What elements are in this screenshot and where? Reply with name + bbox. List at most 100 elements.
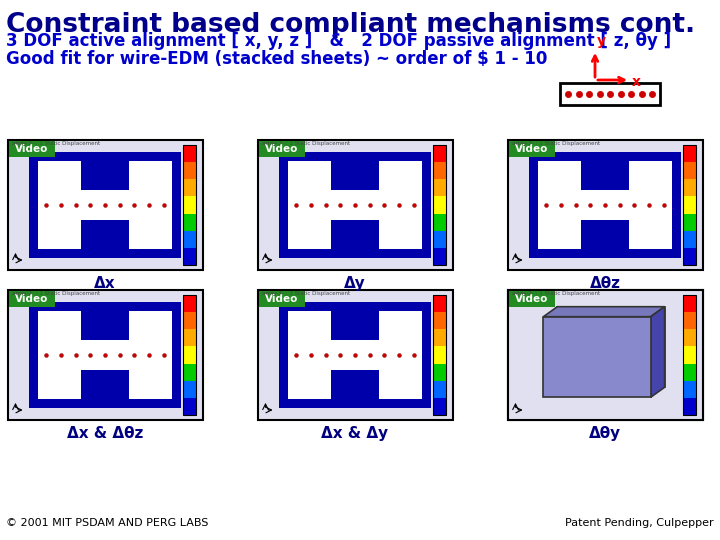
Bar	[182, 162, 196, 179]
Bar	[557, 307, 665, 387]
Polygon shape	[651, 307, 665, 397]
Bar	[683, 312, 696, 329]
Bar	[683, 398, 696, 415]
Text: Constraint based compliant mechanisms cont.: Constraint based compliant mechanisms co…	[6, 12, 695, 38]
Bar	[683, 197, 696, 214]
Bar	[683, 381, 696, 398]
Bar	[433, 231, 446, 248]
Bar	[508, 290, 703, 420]
Text: Δx & Δθz: Δx & Δθz	[67, 426, 143, 441]
Bar	[182, 381, 196, 398]
Bar	[629, 217, 672, 249]
Text: array-2- : 1 Static Displacement: array-2- : 1 Static Displacement	[513, 291, 600, 296]
Bar	[379, 217, 422, 249]
Bar	[29, 152, 181, 258]
Bar	[433, 248, 446, 265]
Text: Δθy: Δθy	[589, 426, 621, 441]
Bar	[433, 197, 446, 214]
Text: Patent Pending, Culpepper: Patent Pending, Culpepper	[565, 518, 714, 528]
Bar	[279, 302, 431, 408]
Bar	[683, 295, 696, 312]
Text: Δx: Δx	[94, 276, 116, 291]
Bar	[629, 161, 672, 193]
Bar	[683, 145, 696, 162]
Bar	[182, 312, 196, 329]
Bar	[538, 161, 580, 193]
Text: Δy: Δy	[344, 276, 366, 291]
Text: array-2- : 1 Static Displacement: array-2- : 1 Static Displacement	[263, 141, 351, 146]
Bar	[433, 347, 446, 363]
Bar	[683, 248, 696, 265]
Bar	[433, 363, 446, 381]
Bar	[38, 161, 81, 193]
Bar	[379, 161, 422, 193]
Bar	[29, 302, 181, 408]
Bar	[433, 381, 446, 398]
Bar	[433, 295, 446, 415]
Bar	[433, 398, 446, 415]
Bar	[130, 367, 172, 399]
Bar	[683, 145, 696, 265]
Text: y: y	[597, 34, 606, 48]
Bar	[683, 179, 696, 197]
Bar	[683, 363, 696, 381]
Bar	[182, 214, 196, 231]
Bar	[508, 141, 554, 157]
Text: Δx & Δy: Δx & Δy	[321, 426, 389, 441]
Bar	[288, 311, 330, 343]
Bar	[182, 248, 196, 265]
Bar	[130, 217, 172, 249]
Bar	[379, 367, 422, 399]
Bar	[433, 329, 446, 347]
Text: array-2- : 1 Static Displacement: array-2- : 1 Static Displacement	[513, 141, 600, 146]
Bar	[508, 291, 554, 307]
Bar	[182, 231, 196, 248]
Bar	[7, 290, 202, 420]
Bar	[683, 162, 696, 179]
Bar	[182, 145, 196, 265]
Bar	[182, 295, 196, 415]
Bar	[130, 161, 172, 193]
Bar	[508, 140, 703, 270]
Bar	[683, 347, 696, 363]
Bar	[433, 295, 446, 312]
Bar	[508, 290, 703, 420]
Text: Video: Video	[265, 294, 298, 304]
Bar	[38, 311, 81, 343]
Text: 3 DOF active alignment [ x, y, z ]   &   2 DOF passive alignment [ z, θy ]: 3 DOF active alignment [ x, y, z ] & 2 D…	[6, 32, 671, 50]
Text: Good fit for wire-EDM (stacked sheets) ~ order of $ 1 - 10: Good fit for wire-EDM (stacked sheets) ~…	[6, 50, 547, 68]
Bar	[288, 190, 422, 220]
Bar	[9, 141, 55, 157]
Bar	[182, 363, 196, 381]
Bar	[38, 190, 172, 220]
Bar	[38, 340, 172, 370]
Text: Video: Video	[515, 144, 548, 154]
Polygon shape	[544, 307, 665, 316]
Bar	[288, 340, 422, 370]
Bar	[683, 231, 696, 248]
Bar	[683, 295, 696, 415]
Bar	[182, 145, 196, 162]
Bar	[529, 152, 681, 258]
Text: Video: Video	[15, 294, 48, 304]
Bar	[683, 329, 696, 347]
Bar	[38, 217, 81, 249]
Text: array-2- : 1 Static Displacement: array-2- : 1 Static Displacement	[12, 141, 101, 146]
Bar	[258, 141, 305, 157]
Bar	[538, 217, 580, 249]
Bar	[433, 145, 446, 265]
Text: Video: Video	[265, 144, 298, 154]
Bar	[38, 367, 81, 399]
Bar	[683, 214, 696, 231]
Text: x: x	[632, 75, 641, 89]
Bar	[560, 83, 660, 105]
Bar	[258, 291, 305, 307]
Bar	[433, 145, 446, 162]
Bar	[9, 291, 55, 307]
Bar	[379, 311, 422, 343]
Bar	[433, 214, 446, 231]
Bar	[182, 197, 196, 214]
Bar	[433, 312, 446, 329]
Bar	[279, 152, 431, 258]
Bar	[182, 347, 196, 363]
